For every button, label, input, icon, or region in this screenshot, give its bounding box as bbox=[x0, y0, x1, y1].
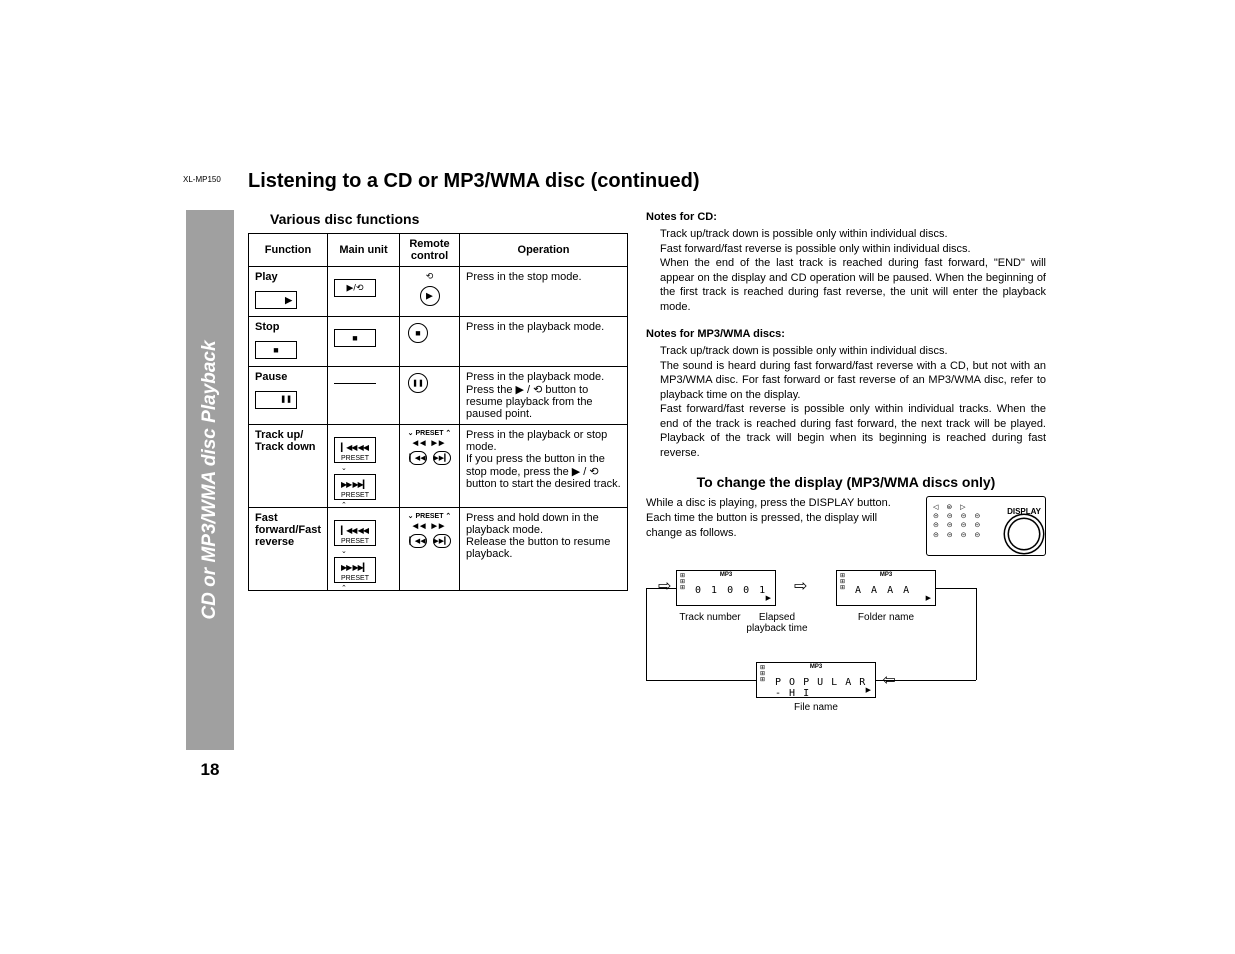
fn-pause-label: Pause bbox=[255, 371, 287, 383]
main-stop-button-icon: ■ bbox=[334, 329, 376, 347]
remote-preset-label: ⌄ PRESET ⌃ bbox=[408, 429, 452, 437]
remote-preset-label-2: ⌄ PRESET ⌃ bbox=[408, 512, 452, 520]
lbl-track-number: Track number bbox=[670, 612, 750, 623]
fn-stop-label: Stop bbox=[255, 321, 279, 333]
op-pause: Press in the playback mode. Press the ▶ … bbox=[460, 367, 628, 425]
remote-rew-button-icon: ▎◀◀ bbox=[409, 534, 427, 548]
arrow-left-icon: ⇨ bbox=[882, 670, 895, 690]
table-row: Play ▶ ▶/⟲ ⟲ ▶ Press in the stop mode. bbox=[249, 267, 628, 317]
panel-play-button-icon: ▶ bbox=[255, 291, 297, 309]
remote-illustration: ◁ ⊜ ▷⊝ ⊝ ⊝ ⊝⊝ ⊝ ⊝ ⊝⊝ ⊝ ⊝ ⊝ DISPLAY bbox=[926, 496, 1046, 556]
remote-next-button-icon: ▶▶▎ bbox=[433, 451, 451, 465]
table-row: Pause ❚❚ ❚❚ Press in the playback mode. … bbox=[249, 367, 628, 425]
arrow-right-icon: ⇨ bbox=[794, 576, 807, 596]
th-remote: Remote control bbox=[400, 234, 460, 267]
main-preset-up-icon: ▶▶ ▶▶▎ PRESET ⌃ bbox=[334, 474, 376, 500]
remote-ff-button-icon: ▶▶▎ bbox=[433, 534, 451, 548]
main-pause-blank-icon bbox=[334, 383, 376, 384]
table-row: Track up/ Track down ▎◀◀ ◀◀ PRESET ⌄ bbox=[249, 425, 628, 508]
remote-stop-button-icon: ■ bbox=[408, 323, 428, 343]
fn-track-label: Track up/ Track down bbox=[249, 425, 328, 508]
panel-pause-button-icon: ❚❚ bbox=[255, 391, 297, 409]
lbl-elapsed: Elapsed playback time bbox=[742, 612, 812, 634]
arrow-right-icon-2: ⇨ bbox=[658, 576, 671, 596]
lcd-folder: ⊞⊞⊞ MP3 A A A A ▶ bbox=[836, 570, 936, 606]
remote-repeat-icon: ⟲ bbox=[426, 271, 434, 282]
remote-display-label: DISPLAY bbox=[1007, 507, 1041, 516]
op-track: Press in the playback or stop mode. If y… bbox=[460, 425, 628, 508]
main-preset-down-icon: ▎◀◀ ◀◀ PRESET ⌄ bbox=[334, 437, 376, 463]
table-header-row: Function Main unit Remote control Operat… bbox=[249, 234, 628, 267]
notes-cd-head: Notes for CD: bbox=[646, 211, 1046, 223]
model-label: XL-MP150 bbox=[183, 175, 221, 184]
table-row: Stop ■ ■ ■ Press in the playback mode. bbox=[249, 317, 628, 367]
remote-play-button-icon: ▶ bbox=[420, 286, 440, 306]
table-row: Fast forward/Fast reverse ▎◀◀ ◀◀ PRESET … bbox=[249, 508, 628, 591]
remote-prev-button-icon: ▎◀◀ bbox=[409, 451, 427, 465]
fn-ff-label: Fast forward/Fast reverse bbox=[249, 508, 328, 591]
remote-display-button-icon bbox=[1009, 519, 1039, 549]
main-preset-up-icon-2: ▶▶ ▶▶▎ PRESET ⌃ bbox=[334, 557, 376, 583]
lbl-folder: Folder name bbox=[846, 612, 926, 623]
functions-table: Function Main unit Remote control Operat… bbox=[248, 233, 628, 591]
main-play-button-icon: ▶/⟲ bbox=[334, 279, 376, 297]
lcd-file: ⊞⊞⊞ MP3 P O P U L A R - H I ▶ bbox=[756, 662, 876, 698]
display-text: While a disc is playing, press the DISPL… bbox=[646, 496, 916, 541]
th-main-unit: Main unit bbox=[328, 234, 400, 267]
lcd-track-elapsed: ⊞⊞⊞ MP3 0 1 0 0 1 ▶ bbox=[676, 570, 776, 606]
main-preset-down-icon-2: ▎◀◀ ◀◀ PRESET ⌄ bbox=[334, 520, 376, 546]
notes-mp3-body: Track up/track down is possible only wit… bbox=[660, 344, 1046, 460]
remote-pause-button-icon: ❚❚ bbox=[408, 373, 428, 393]
th-operation: Operation bbox=[460, 234, 628, 267]
page-number: 18 bbox=[186, 760, 234, 780]
op-stop: Press in the playback mode. bbox=[460, 317, 628, 367]
lbl-file: File name bbox=[776, 702, 856, 713]
notes-cd-body: Track up/track down is possible only wit… bbox=[660, 227, 1046, 314]
display-cycle-diagram: ⊞⊞⊞ MP3 0 1 0 0 1 ▶ ⇨ ⊞⊞⊞ MP3 A A A A ▶ … bbox=[646, 570, 1046, 720]
op-play: Press in the stop mode. bbox=[460, 267, 628, 317]
left-heading: Various disc functions bbox=[270, 211, 628, 227]
panel-stop-button-icon: ■ bbox=[255, 341, 297, 359]
notes-mp3-head: Notes for MP3/WMA discs: bbox=[646, 328, 1046, 340]
th-function: Function bbox=[249, 234, 328, 267]
op-ff: Press and hold down in the playback mode… bbox=[460, 508, 628, 591]
display-heading: To change the display (MP3/WMA discs onl… bbox=[646, 474, 1046, 490]
remote-buttons-icon: ◁ ⊜ ▷⊝ ⊝ ⊝ ⊝⊝ ⊝ ⊝ ⊝⊝ ⊝ ⊝ ⊝ bbox=[933, 503, 983, 539]
fn-play-label: Play bbox=[255, 271, 278, 283]
page-title: Listening to a CD or MP3/WMA disc (conti… bbox=[248, 170, 1056, 193]
